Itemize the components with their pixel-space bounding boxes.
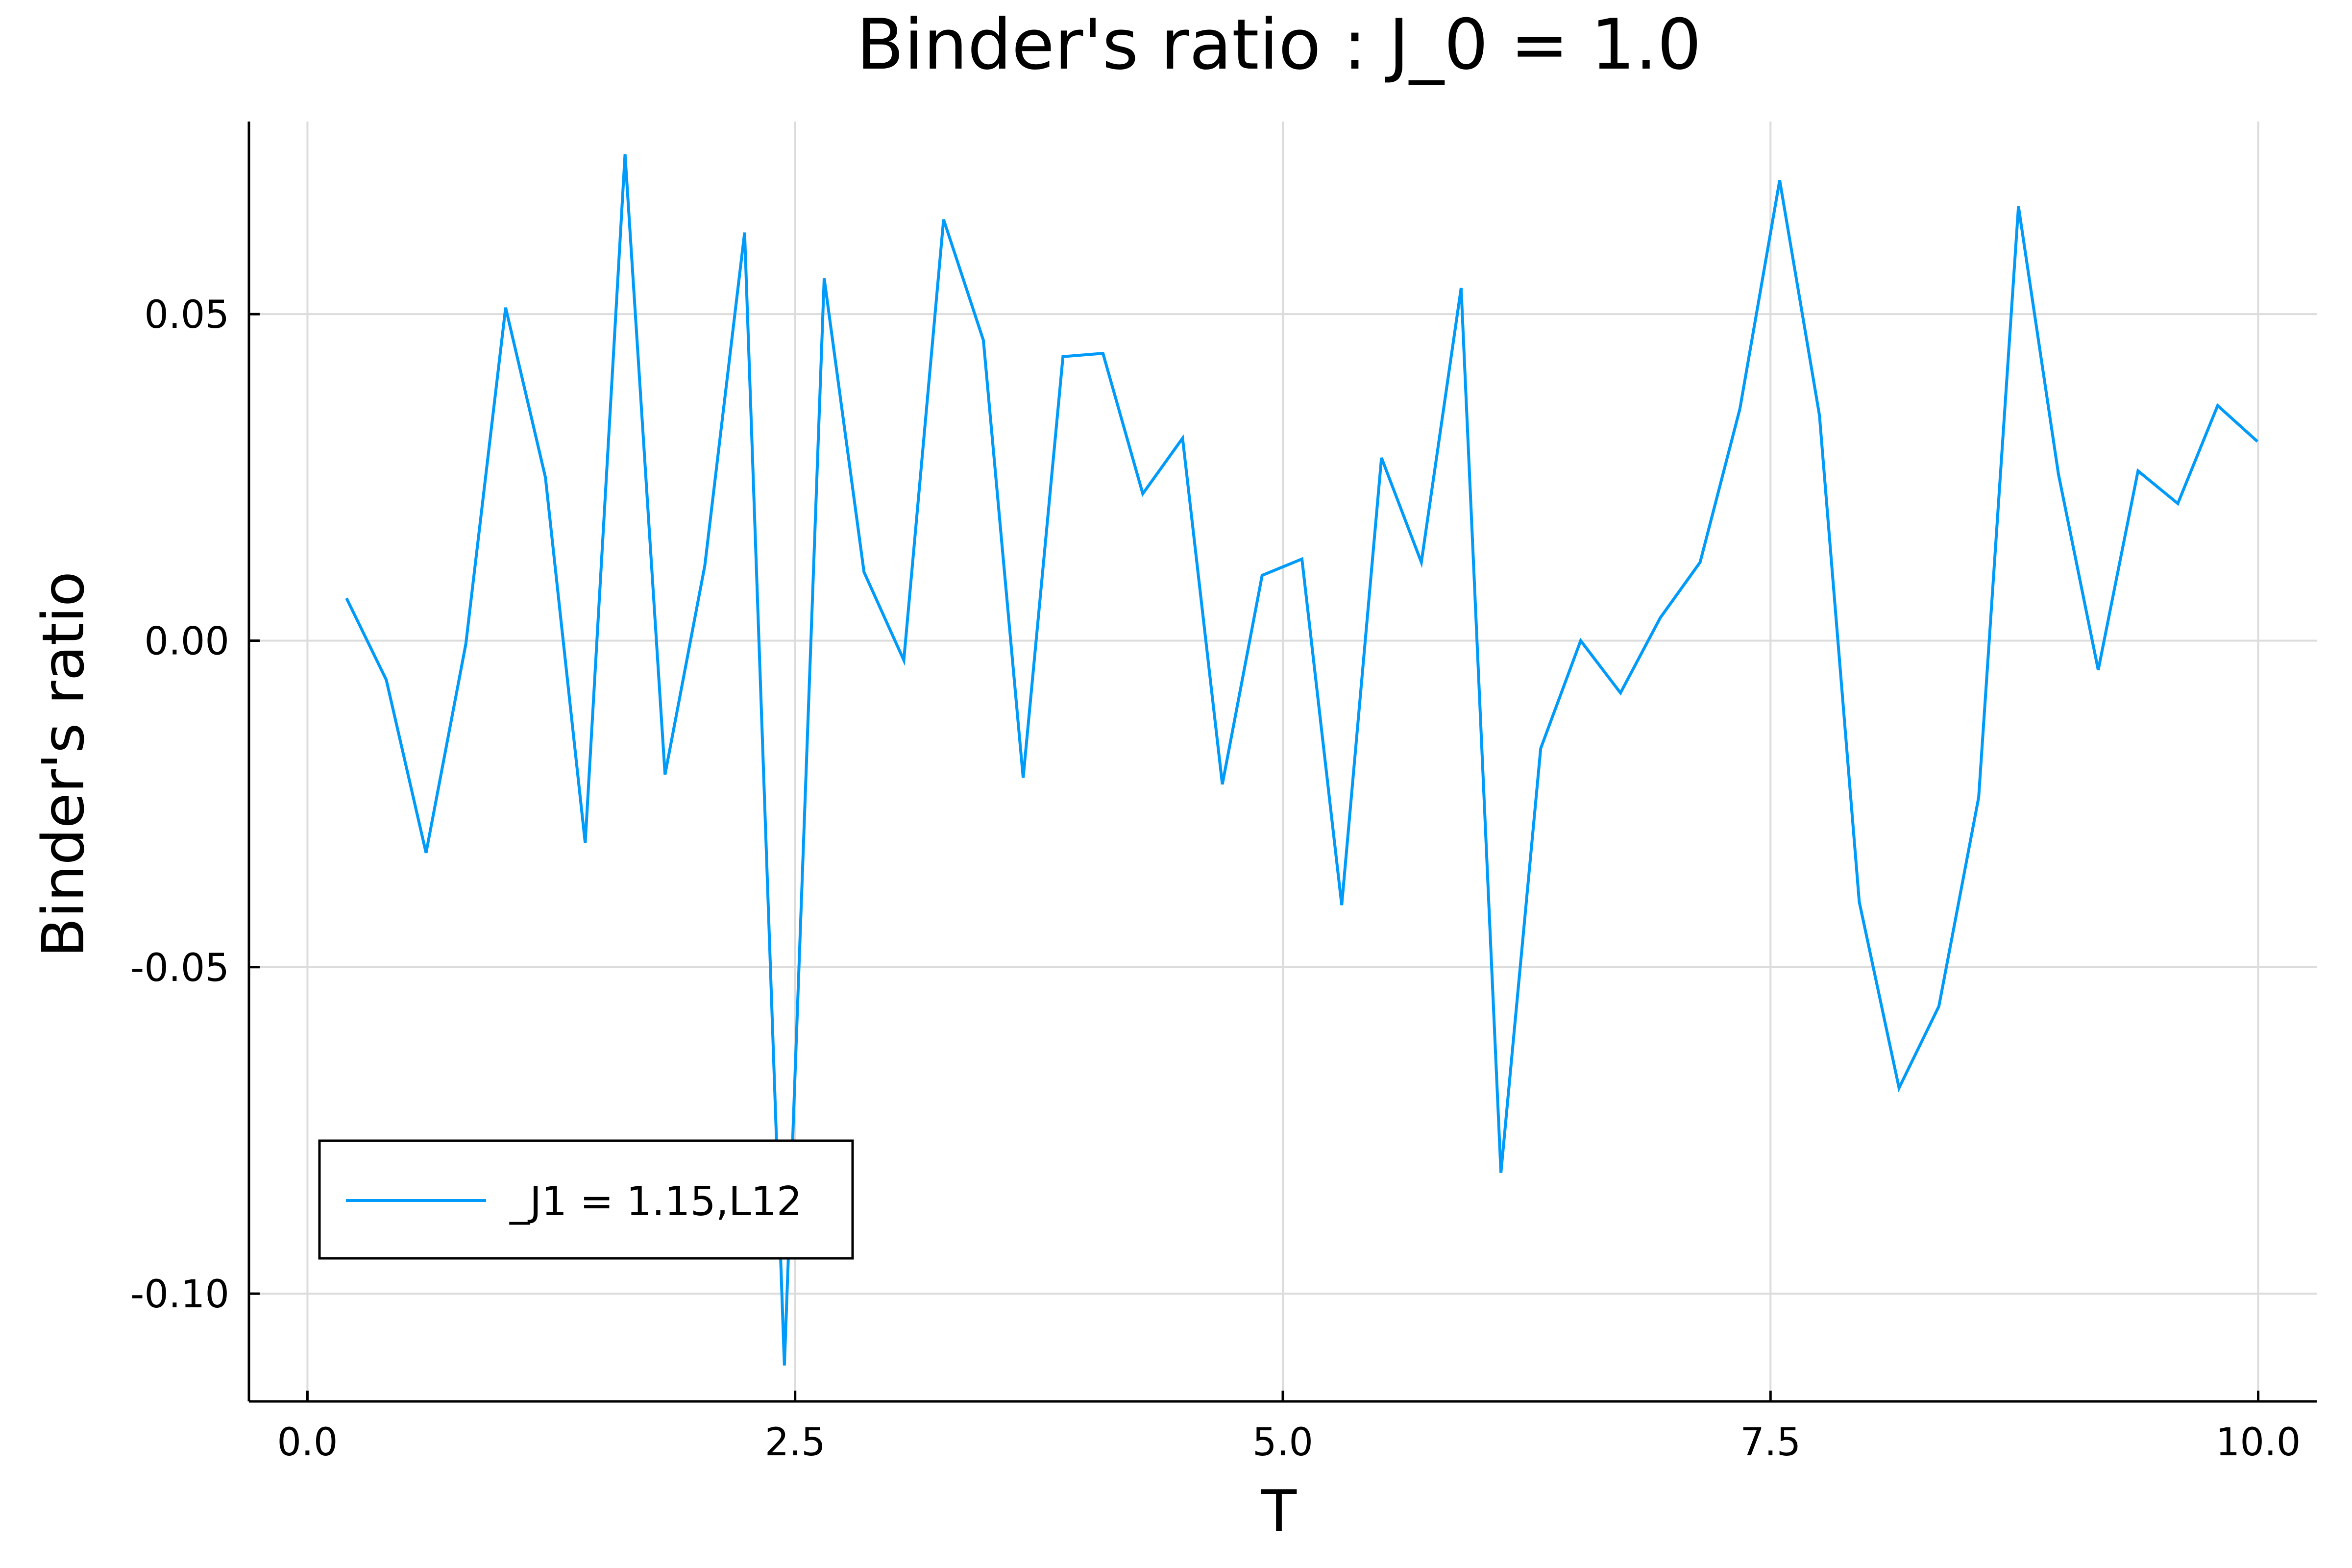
x-tick-label: 10.0 — [2216, 1421, 2301, 1465]
x-tick-label: 7.5 — [1740, 1421, 1801, 1465]
tick-labels: 0.0 2.5 5.0 7.5 10.0 -0.10 -0.05 0.00 0.05 — [130, 293, 2301, 1465]
legend: _J1 = 1.15,L12 — [318, 1139, 854, 1260]
x-tick-label: 5.0 — [1252, 1421, 1313, 1465]
legend-entry-label: _J1 = 1.15,L12 — [509, 1178, 802, 1225]
y-tick-label: -0.10 — [130, 1273, 229, 1317]
x-tick-label: 2.5 — [765, 1421, 826, 1465]
tick-marks — [249, 313, 2260, 1401]
x-tick-label: 0.0 — [277, 1421, 338, 1465]
x-axis-label: T — [1261, 1477, 1297, 1545]
y-axis-label: Binder's ratio — [29, 571, 97, 957]
series-line — [345, 154, 2259, 1366]
y-tick-label: 0.00 — [144, 619, 229, 663]
y-tick-label: -0.05 — [130, 946, 229, 990]
chart-title: Binder's ratio : J_0 = 1.0 — [857, 4, 1702, 85]
y-tick-label: 0.05 — [144, 293, 229, 337]
series-layer — [345, 154, 2259, 1366]
grid-lines — [249, 122, 2317, 1401]
